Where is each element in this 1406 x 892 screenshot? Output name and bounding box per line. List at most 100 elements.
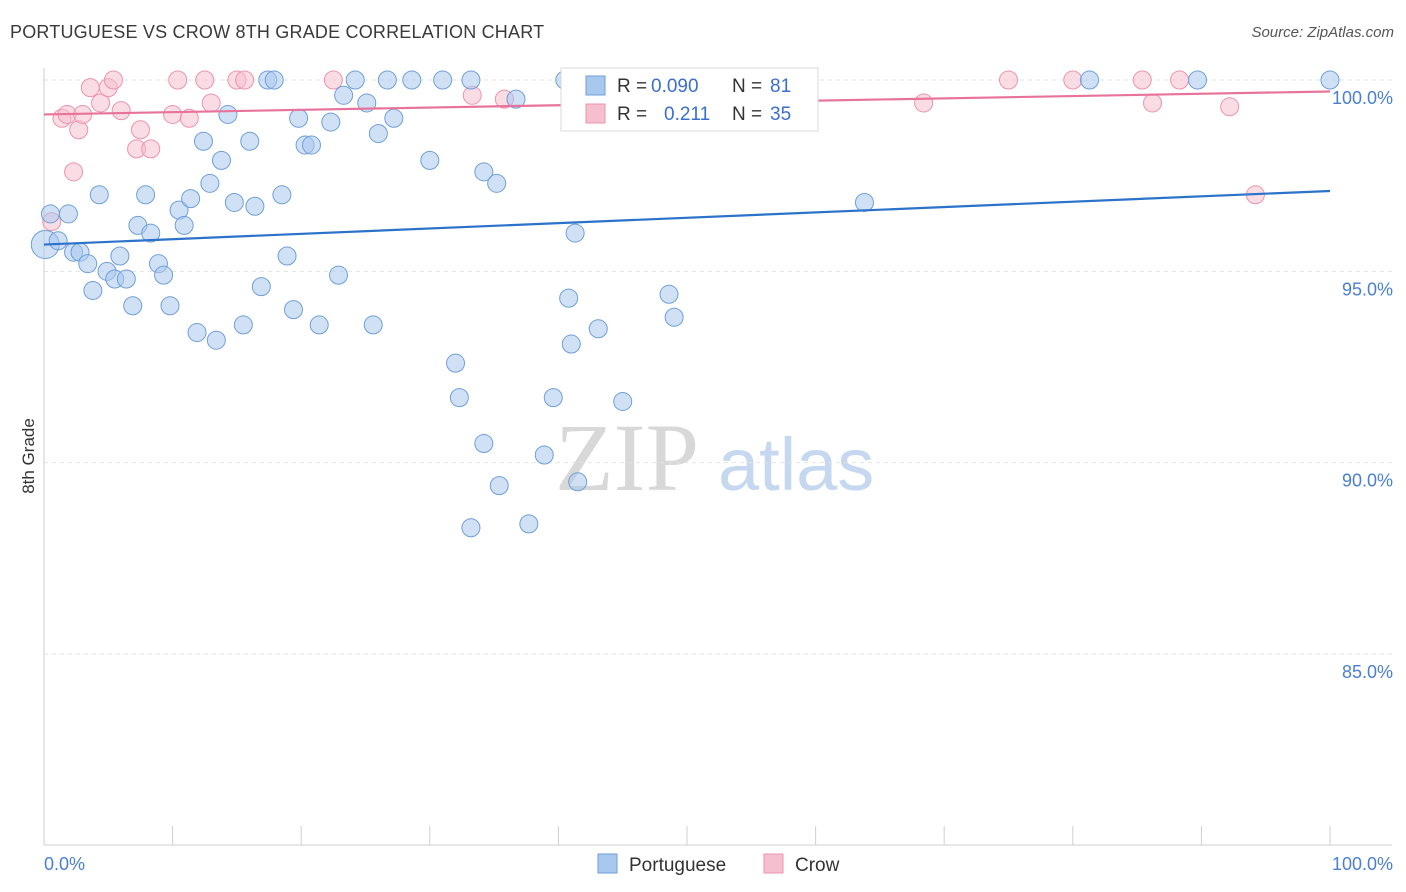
- portuguese-point: [289, 108, 309, 128]
- legend-pink-r-label: R =: [617, 104, 647, 125]
- legend-blue-r-label: R =: [617, 76, 647, 97]
- watermark-zip: ZIP: [555, 404, 699, 511]
- portuguese-point: [110, 246, 130, 266]
- x-tick-label: 100.0%: [1332, 854, 1393, 874]
- portuguese-point: [433, 70, 453, 90]
- portuguese-point: [568, 472, 588, 492]
- y-tick-label: 90.0%: [1342, 471, 1393, 491]
- crow-point: [999, 70, 1018, 90]
- legend-blue-swatch: [585, 75, 606, 96]
- portuguese-point: [245, 196, 265, 216]
- portuguese-point: [193, 131, 213, 151]
- portuguese-point: [187, 323, 207, 343]
- portuguese-point: [446, 353, 466, 373]
- y-tick-label: 100.0%: [1332, 88, 1393, 108]
- portuguese-point: [334, 85, 354, 105]
- portuguese-point: [58, 204, 78, 224]
- portuguese-points: [30, 70, 1340, 538]
- legend-portuguese-swatch: [597, 853, 618, 874]
- portuguese-point: [160, 296, 180, 316]
- portuguese-point: [154, 265, 174, 285]
- portuguese-point: [506, 89, 526, 109]
- crow-point: [111, 101, 131, 121]
- legend-stats: R = 0.090 N = 81 R = 0.211 N = 35: [560, 67, 819, 132]
- portuguese-point: [345, 70, 365, 90]
- y-tick-label: 95.0%: [1342, 279, 1393, 299]
- portuguese-point: [565, 223, 585, 243]
- legend-pink-swatch: [585, 103, 606, 124]
- crow-point: [141, 139, 161, 159]
- portuguese-point: [664, 307, 684, 327]
- portuguese-point: [1188, 70, 1208, 90]
- portuguese-point: [449, 388, 469, 408]
- portuguese-point: [561, 334, 581, 354]
- portuguese-point: [328, 265, 348, 285]
- portuguese-point: [357, 93, 377, 113]
- portuguese-point: [489, 476, 509, 496]
- crow-point: [91, 93, 111, 113]
- crow-point: [103, 70, 123, 90]
- portuguese-point: [211, 150, 231, 170]
- portuguese-point: [218, 104, 238, 124]
- legend-pink-n-value: 35: [770, 104, 791, 125]
- legend-crow-label: Crow: [795, 855, 840, 876]
- portuguese-point: [264, 70, 284, 90]
- portuguese-point: [402, 70, 422, 90]
- portuguese-point: [283, 300, 303, 320]
- portuguese-point: [40, 204, 60, 224]
- crow-point: [1143, 93, 1163, 113]
- portuguese-point: [487, 173, 507, 193]
- crow-point: [64, 162, 84, 182]
- portuguese-point: [543, 388, 563, 408]
- tick-labels: 100.0% 95.0% 90.0% 85.0% 0.0% 100.0%: [44, 88, 1393, 874]
- chart-title: PORTUGUESE VS CROW 8TH GRADE CORRELATION…: [10, 22, 545, 42]
- watermark-atlas: atlas: [718, 423, 874, 506]
- crow-point: [201, 93, 221, 113]
- legend-pink-n-label: N =: [732, 104, 762, 125]
- portuguese-point: [368, 124, 388, 144]
- portuguese-trend-line: [43, 189, 1331, 246]
- portuguese-point: [224, 192, 244, 212]
- portuguese-point: [588, 319, 608, 339]
- crow-point: [323, 70, 343, 90]
- portuguese-point: [301, 135, 321, 155]
- portuguese-point: [78, 254, 98, 274]
- legend-blue-n-value: 81: [770, 76, 791, 97]
- portuguese-point: [384, 108, 404, 128]
- legend-series: Portuguese Crow: [597, 853, 840, 876]
- portuguese-point: [363, 315, 383, 335]
- portuguese-point: [474, 434, 494, 454]
- portuguese-point: [251, 277, 271, 297]
- portuguese-point: [123, 296, 143, 316]
- portuguese-point: [116, 269, 136, 289]
- legend-pink-r-value: 0.211: [664, 104, 710, 125]
- portuguese-point: [233, 315, 253, 335]
- portuguese-point: [321, 112, 341, 132]
- portuguese-point: [174, 215, 194, 235]
- legend-portuguese-label: Portuguese: [629, 855, 726, 876]
- crow-point: [1132, 70, 1152, 90]
- crow-point: [130, 120, 150, 140]
- portuguese-point: [277, 246, 297, 266]
- legend-blue-r-value: 0.090: [651, 76, 699, 97]
- crow-point: [179, 108, 199, 128]
- portuguese-point: [309, 315, 329, 335]
- portuguese-point: [659, 284, 679, 304]
- portuguese-point: [854, 192, 874, 212]
- legend-blue-n-label: N =: [732, 76, 762, 97]
- crow-point: [80, 78, 100, 98]
- crow-point: [1170, 70, 1190, 90]
- portuguese-point: [240, 131, 260, 151]
- portuguese-point: [48, 231, 68, 251]
- portuguese-point: [420, 150, 440, 170]
- portuguese-point: [89, 185, 109, 205]
- crow-point: [163, 104, 183, 124]
- portuguese-point: [200, 173, 220, 193]
- crow-point: [914, 93, 934, 113]
- portuguese-point: [1320, 70, 1340, 90]
- crow-point: [235, 70, 255, 90]
- portuguese-point: [136, 185, 156, 205]
- gridlines: [44, 79, 1392, 655]
- portuguese-point: [181, 189, 201, 209]
